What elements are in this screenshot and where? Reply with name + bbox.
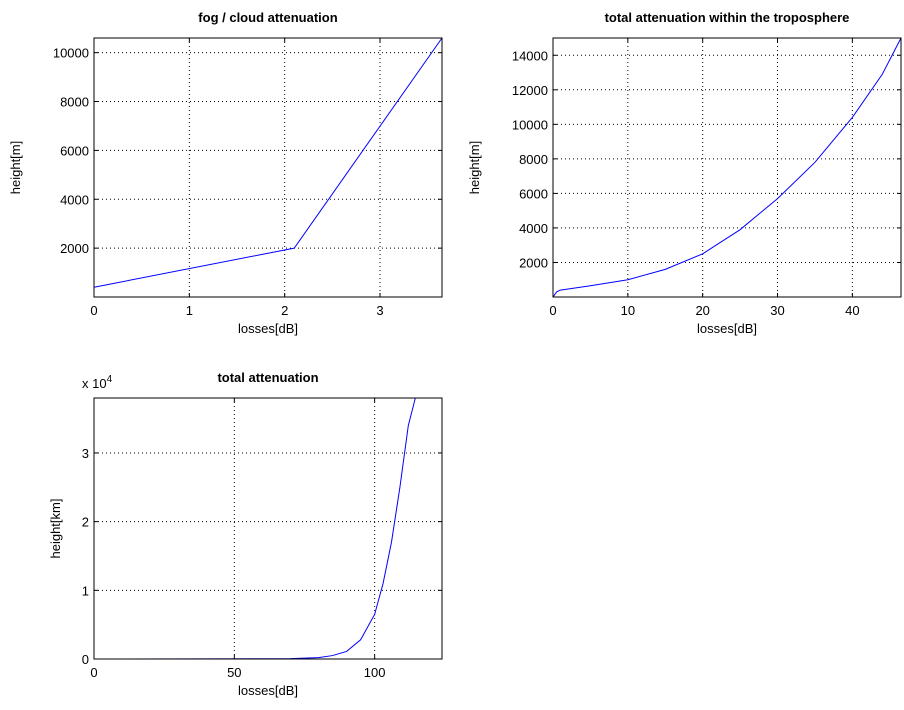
plot-area [553, 38, 901, 297]
y-tick-label: 12000 [512, 83, 548, 98]
chart-3: 0 50 100 0 1 2 3 total attenuation losses[dB] hei… [48, 370, 443, 698]
x-tick-label: 2 [281, 303, 288, 318]
y-tick-label: 4000 [60, 192, 89, 207]
chart-1: 0 1 2 3 2000 4000 6000 8000 10000 fog / cloud att… [8, 10, 443, 336]
axes-box [93, 37, 443, 298]
y-tick-label: 2 [82, 515, 89, 530]
series-line-1 [552, 37, 902, 298]
x-axis-label: losses[dB] [238, 683, 298, 698]
x-tick-label: 0 [549, 303, 556, 318]
y-tick-label: 2000 [519, 255, 548, 270]
chart-2: 0 10 20 30 40 2000 4000 6000 8000 10000 12000 14000… [467, 10, 902, 336]
x-tick-label: 10 [621, 303, 635, 318]
y-axis-label: height[m] [467, 141, 482, 194]
series-line-1 [93, 397, 416, 660]
x-tick-label: 3 [376, 303, 383, 318]
axes-box [93, 397, 443, 660]
y-tick-label: 6000 [519, 186, 548, 201]
y-tick-label: 2000 [60, 241, 89, 256]
x-tick-label: 100 [364, 665, 386, 680]
y-tick-label: 8000 [60, 95, 89, 110]
y-axis-multiplier: x 104 [82, 374, 113, 391]
plot-area [94, 38, 442, 297]
y-tick-label: 10000 [53, 46, 89, 61]
x-axis-label: losses[dB] [697, 321, 757, 336]
x-tick-label: 20 [695, 303, 709, 318]
x-tick-label: 1 [186, 303, 193, 318]
plot-area [94, 398, 442, 659]
y-axis-multiplier-exponent: 4 [107, 374, 113, 385]
y-axis-label: height[km] [48, 499, 63, 559]
y-tick-label: 1 [82, 583, 89, 598]
chart-title: fog / cloud attenuation [198, 10, 337, 25]
x-tick-label: 50 [227, 665, 241, 680]
x-axis-label: losses[dB] [238, 321, 298, 336]
x-tick-label: 40 [845, 303, 859, 318]
chart-title: total attenuation within the troposphere [605, 10, 850, 25]
y-tick-label: 6000 [60, 143, 89, 158]
y-tick-label: 10000 [512, 117, 548, 132]
x-tick-label: 30 [770, 303, 784, 318]
chart-title: total attenuation [217, 370, 318, 385]
x-tick-label: 0 [90, 665, 97, 680]
y-axis-label: height[m] [8, 141, 23, 194]
series-line-1 [93, 37, 443, 288]
y-tick-label: 3 [82, 446, 89, 461]
axes-box [552, 37, 902, 298]
y-tick-label: 8000 [519, 152, 548, 167]
y-tick-label: 4000 [519, 221, 548, 236]
x-tick-label: 0 [90, 303, 97, 318]
y-tick-label: 14000 [512, 48, 548, 63]
y-tick-label: 0 [82, 652, 89, 667]
